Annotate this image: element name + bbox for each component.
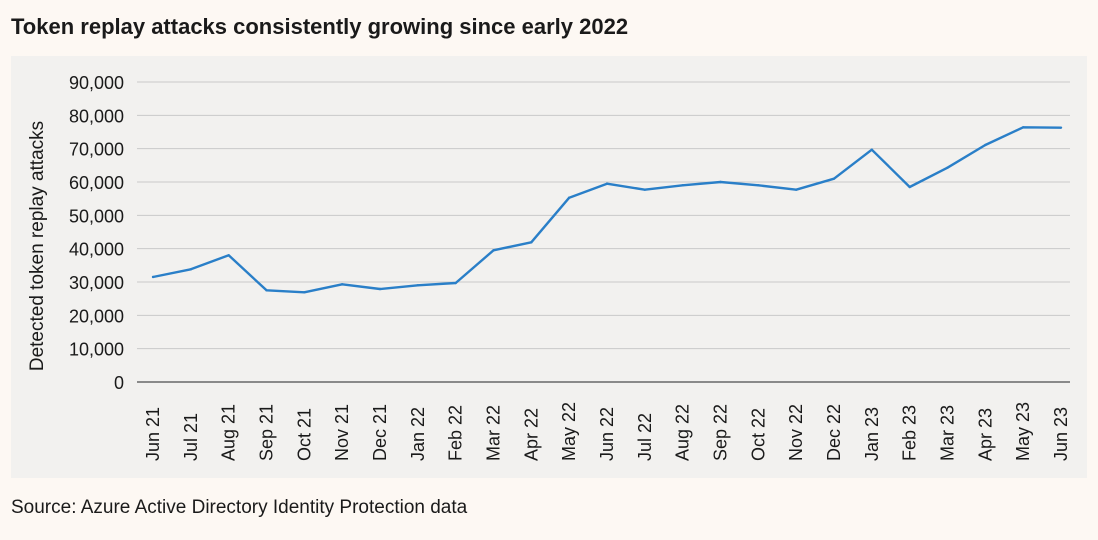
data-point: [984, 143, 987, 147]
data-point: [416, 284, 420, 287]
data-point: [492, 249, 495, 252]
gridlines: [137, 81, 1070, 350]
x-tick-label: Dec 21: [370, 404, 390, 461]
y-tick-label: 70,000: [69, 140, 124, 160]
data-point: [189, 268, 193, 271]
x-tick-label: Jan 22: [408, 407, 428, 461]
data-point: [757, 184, 760, 187]
y-axis-ticks: 0 10,000 20,000 30,000 40,000 50,000 60,000 70,…: [69, 73, 124, 393]
x-axis-ticks: Jun 21 Jul 21 Aug 21 Sep 21 Oct 21 Nov 21 Dec …: [143, 402, 1071, 461]
data-point: [340, 283, 344, 286]
data-point: [454, 281, 457, 285]
x-tick-label: Apr 22: [521, 408, 541, 461]
data-point: [870, 148, 874, 151]
line-chart: 0 10,000 20,000 30,000 40,000 50,000 60,000 70,…: [27, 73, 1071, 461]
x-tick-label: Oct 22: [748, 408, 768, 461]
y-axis-label: Detected token replay attacks: [27, 121, 48, 371]
source-note: Source: Azure Active Directory Identity …: [11, 497, 468, 518]
x-tick-label: Dec 22: [824, 404, 844, 461]
y-tick-label: 0: [114, 373, 124, 393]
x-tick-label: Jul 22: [635, 413, 655, 461]
data-point: [643, 188, 647, 191]
y-tick-label: 40,000: [69, 240, 124, 260]
data-point: [1021, 126, 1025, 129]
data-point: [719, 180, 722, 184]
x-tick-label: Feb 22: [446, 405, 466, 461]
data-point: [908, 185, 911, 189]
x-tick-label: Aug 21: [219, 404, 239, 461]
x-tick-label: May 22: [559, 402, 579, 461]
y-tick-label: 90,000: [69, 73, 124, 93]
y-tick-label: 30,000: [69, 273, 124, 293]
data-point: [227, 254, 230, 257]
y-tick-label: 80,000: [69, 106, 124, 126]
data-point: [151, 275, 155, 279]
data-point: [303, 291, 306, 294]
x-tick-label: Sep 22: [711, 404, 731, 461]
x-tick-label: Jul 21: [181, 413, 201, 461]
y-tick-label: 10,000: [69, 340, 124, 360]
data-points: [151, 126, 1063, 294]
x-tick-label: Oct 21: [294, 408, 314, 461]
x-tick-label: Mar 23: [938, 405, 958, 461]
data-point: [794, 188, 798, 191]
data-point: [605, 182, 609, 185]
x-tick-label: Nov 22: [786, 404, 806, 461]
x-tick-label: Jan 23: [862, 407, 882, 461]
data-point: [378, 287, 382, 291]
data-point: [567, 196, 571, 199]
x-tick-label: Mar 22: [484, 405, 504, 461]
y-tick-label: 50,000: [69, 206, 124, 226]
x-tick-label: Feb 23: [900, 405, 920, 461]
data-point: [681, 184, 684, 187]
data-point: [1059, 126, 1063, 129]
x-tick-label: Jun 22: [597, 407, 617, 461]
x-tick-label: Aug 22: [673, 404, 693, 461]
data-point: [832, 177, 836, 180]
series-line: [152, 126, 1062, 294]
x-tick-label: May 23: [1013, 402, 1033, 461]
x-tick-label: Jun 23: [1051, 407, 1071, 461]
y-tick-label: 20,000: [69, 306, 124, 326]
chart-panel: 0 10,000 20,000 30,000 40,000 50,000 60,000 70,…: [11, 56, 1087, 478]
x-tick-label: Jun 21: [143, 407, 163, 461]
data-point: [946, 166, 949, 169]
x-tick-label: Sep 21: [257, 404, 277, 461]
data-point: [265, 289, 268, 292]
data-point: [530, 241, 533, 244]
x-tick-label: Nov 21: [332, 404, 352, 461]
y-tick-label: 60,000: [69, 173, 124, 193]
chart-title: Token replay attacks consistently growin…: [11, 14, 629, 39]
x-tick-label: Apr 23: [975, 408, 995, 461]
